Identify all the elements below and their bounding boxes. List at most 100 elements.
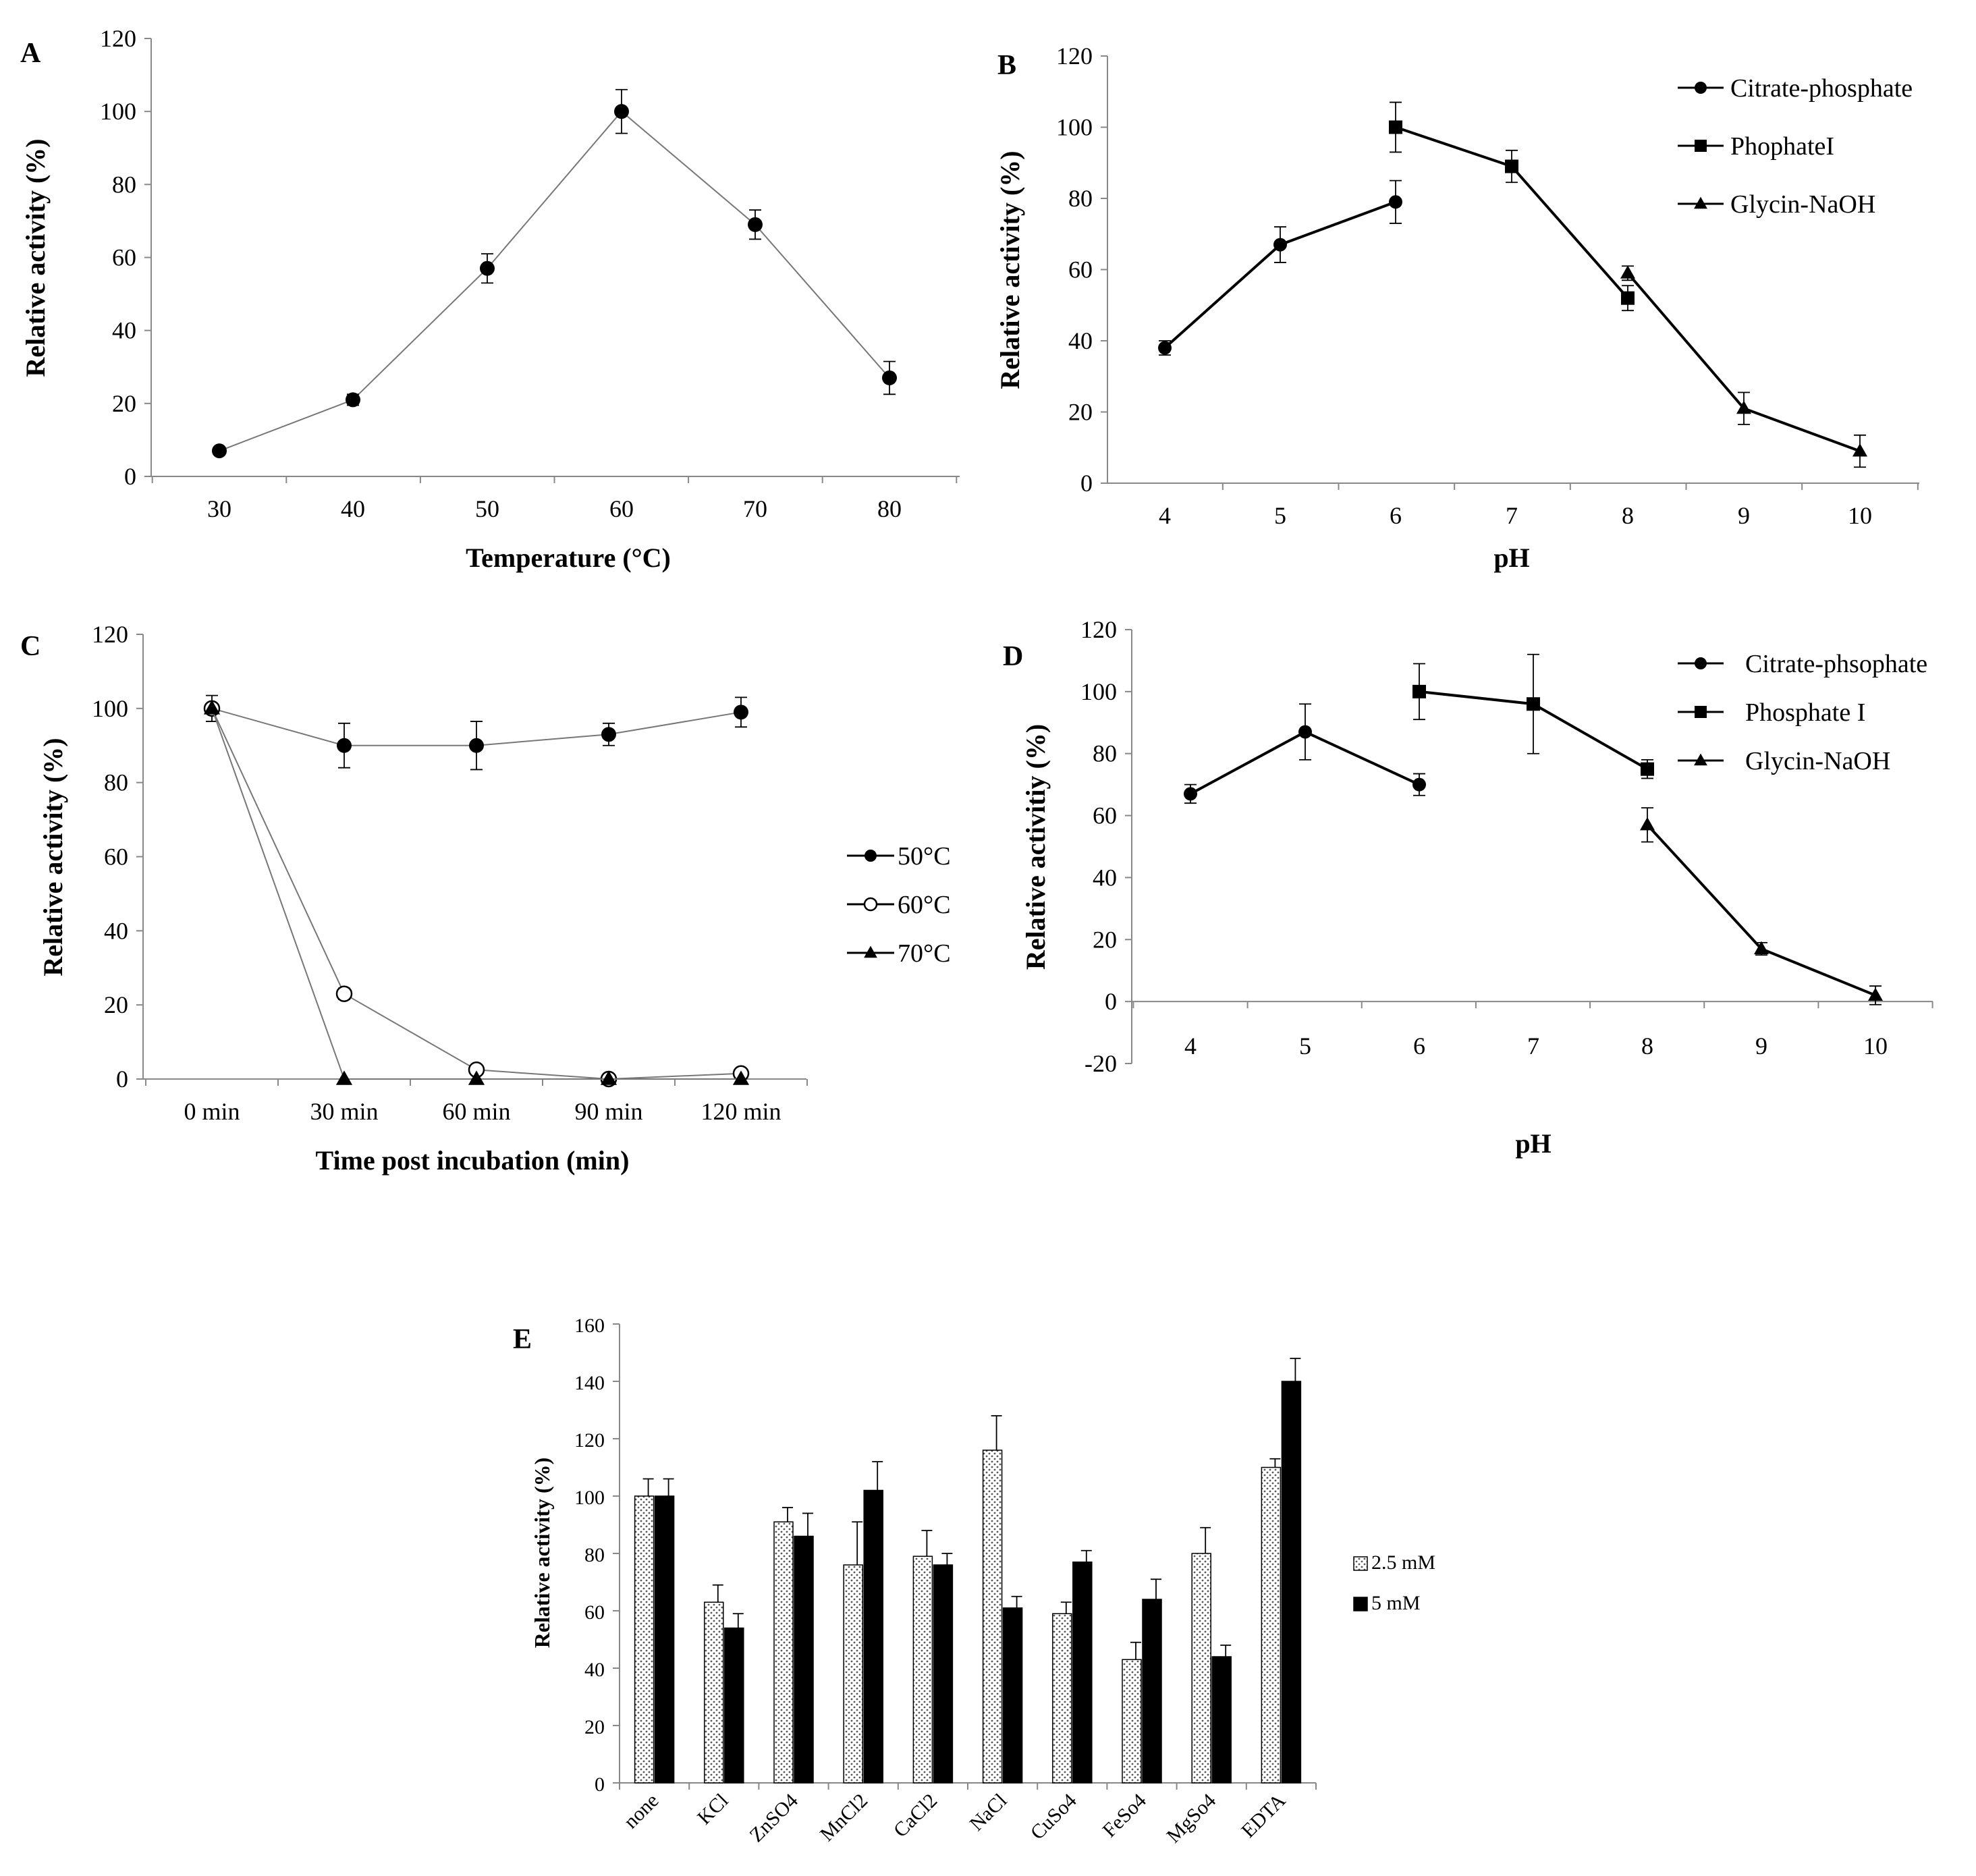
y-tick-label: 40: [104, 917, 128, 944]
data-point: [734, 705, 748, 720]
series-phophatei: [1389, 101, 1635, 312]
legend-entry: 5 mM: [1353, 1592, 1421, 1614]
data-point: [1527, 697, 1540, 711]
y-tick-label: 100: [1080, 678, 1117, 705]
y-tick-label: 20: [1068, 399, 1093, 426]
x-tick-label: 10: [1863, 1032, 1888, 1059]
series-citrate-phosphate: [1158, 180, 1402, 356]
data-point: [614, 104, 629, 119]
bar: [982, 1450, 1003, 1784]
y-tick-label: 0: [1105, 988, 1117, 1015]
series-line: [219, 110, 890, 452]
x-tick-label: 4: [1184, 1032, 1197, 1059]
data-point: [1505, 159, 1518, 173]
x-tick-label: 0 min: [184, 1098, 240, 1125]
y-tick-label: 0: [116, 1066, 128, 1093]
legend-entry: 2.5 mM: [1353, 1551, 1435, 1574]
y-tick-label: 80: [1068, 185, 1093, 212]
y-axis-title: Relative activity (%): [38, 738, 68, 976]
legend-marker: [864, 945, 877, 958]
data-point: [203, 700, 221, 715]
legend-label: Glycin-NaOH: [1745, 747, 1890, 775]
legend-entry: Phosphate I: [1678, 698, 1865, 727]
y-tick-label: 80: [104, 769, 128, 796]
bar: [724, 1627, 744, 1784]
data-point: [469, 738, 484, 753]
bar: [1191, 1553, 1211, 1784]
legend-label: 5 mM: [1371, 1592, 1421, 1614]
legend-entry: Citrate-phosphate: [1678, 74, 1913, 103]
data-point: [1621, 291, 1635, 305]
y-tick-label: 60: [584, 1601, 605, 1624]
data-point: [748, 217, 763, 232]
series-glycin-naoh: [1620, 265, 1867, 468]
data-point: [882, 370, 897, 385]
x-axis-title: Temperature (°C): [466, 543, 671, 573]
y-tick-label: 60: [104, 844, 128, 871]
y-tick-label: 140: [574, 1372, 605, 1394]
panel-label: C: [20, 631, 40, 662]
panel-label: B: [997, 50, 1016, 81]
y-tick-label: 160: [574, 1315, 605, 1337]
legend-label: 2.5 mM: [1371, 1551, 1435, 1574]
x-tick-label: 30 min: [310, 1098, 378, 1125]
bar: [1261, 1466, 1282, 1784]
bar: [1211, 1656, 1232, 1784]
data-point: [1640, 817, 1655, 831]
x-tick-label: 70: [743, 495, 767, 522]
data-point: [1298, 725, 1312, 739]
bar: [1052, 1613, 1072, 1784]
x-tick-label: MnCl2: [816, 1790, 872, 1846]
series-2-5-mm: [634, 1415, 1282, 1784]
y-axis-title: Relative activity (%): [20, 138, 51, 377]
y-tick-label: 100: [92, 695, 128, 722]
y-tick-label: 80: [1093, 740, 1117, 767]
legend-marker: [863, 897, 878, 912]
bar: [1142, 1599, 1162, 1784]
x-tick-label: MgSo4: [1162, 1790, 1220, 1848]
data-point: [346, 392, 360, 408]
legend-label: 60°C: [898, 891, 951, 919]
bar: [1122, 1659, 1142, 1784]
x-tick-label: 6: [1413, 1032, 1425, 1059]
series-70-c: [203, 700, 750, 1085]
data-point: [480, 260, 495, 276]
bar: [912, 1555, 933, 1784]
legend-marker: [1694, 196, 1707, 209]
data-point: [1868, 987, 1883, 1001]
x-axis-title: pH: [1515, 1128, 1551, 1159]
x-tick-label: 10: [1848, 502, 1872, 529]
y-tick-label: 60: [1068, 256, 1093, 283]
x-tick-label: 50: [475, 495, 499, 522]
y-tick-label: 120: [92, 621, 128, 648]
data-point: [1273, 238, 1287, 252]
legend-label: Citrate-phosphate: [1730, 74, 1913, 103]
data-point: [212, 443, 227, 459]
y-tick-label: 20: [112, 390, 136, 417]
data-point: [600, 1070, 618, 1085]
legend-marker: [864, 850, 877, 862]
x-tick-label: 7: [1527, 1032, 1539, 1059]
x-tick-label: none: [620, 1790, 663, 1833]
data-point: [732, 1070, 750, 1085]
x-tick-label: 40: [341, 495, 365, 522]
panel-e: E 0 20 40 60 80 100 120 140 160 Relative activity …: [513, 1315, 1435, 1847]
legend-marker: [1695, 706, 1707, 718]
y-axis-title: Relative activitiy (%): [1020, 724, 1051, 970]
bar: [1002, 1607, 1023, 1784]
y-tick-label: 40: [1068, 327, 1093, 354]
y-tick-label: 80: [112, 171, 136, 198]
data-point: [601, 727, 616, 742]
y-tick-label: 0: [1080, 470, 1093, 497]
panel-label: D: [1003, 641, 1023, 672]
legend-marker: [1695, 657, 1707, 669]
y-tick-label: 100: [574, 1487, 605, 1509]
series-citrate-phsophate: [1184, 703, 1426, 804]
x-tick-label: 5: [1299, 1032, 1311, 1059]
y-tick-label: 0: [595, 1773, 605, 1796]
y-tick-label: 60: [1093, 802, 1117, 829]
legend-marker: [1695, 82, 1707, 94]
panel-a: A 0 20 40 60 80 100 120 Relative activity (%) 30 4…: [20, 25, 960, 573]
data-point: [335, 985, 353, 1002]
bar: [1281, 1381, 1302, 1784]
